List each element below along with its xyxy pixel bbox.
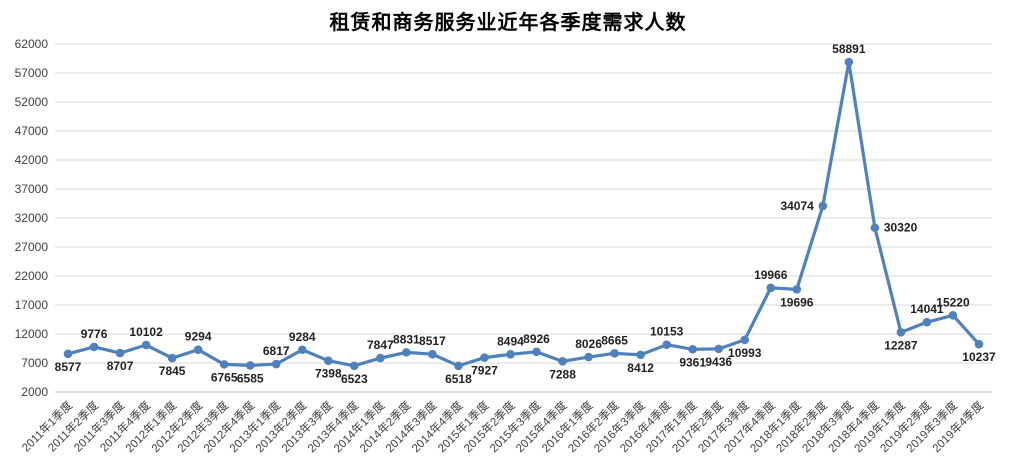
data-point-marker bbox=[818, 201, 828, 211]
y-tick-label: 37000 bbox=[15, 182, 49, 196]
data-point-marker bbox=[428, 349, 437, 359]
data-point-label: 9436 bbox=[705, 355, 732, 369]
y-tick-label: 17000 bbox=[15, 298, 49, 312]
y-tick-label: 52000 bbox=[15, 95, 49, 109]
data-point-marker bbox=[89, 342, 99, 352]
data-point-label: 7927 bbox=[471, 364, 498, 378]
data-point-label: 9284 bbox=[289, 330, 316, 344]
y-tick-label: 12000 bbox=[15, 327, 49, 341]
data-point-label: 9361 bbox=[679, 355, 706, 369]
data-point-label: 34074 bbox=[780, 199, 814, 213]
data-point-label: 19696 bbox=[780, 295, 814, 309]
data-point-marker bbox=[844, 57, 854, 67]
y-tick-label: 57000 bbox=[15, 66, 49, 80]
data-point-marker bbox=[896, 328, 906, 337]
y-tick-label: 22000 bbox=[15, 269, 49, 283]
data-point-marker bbox=[922, 317, 932, 327]
data-point-marker bbox=[792, 285, 802, 294]
data-point-marker bbox=[766, 283, 776, 293]
data-point-marker bbox=[662, 340, 671, 350]
data-point-marker bbox=[219, 360, 229, 369]
data-point-label: 8517 bbox=[419, 334, 446, 348]
data-point-marker bbox=[558, 357, 567, 366]
data-point-label: 19966 bbox=[754, 268, 788, 282]
data-point-label: 8494 bbox=[497, 334, 524, 348]
data-point-label: 14041 bbox=[910, 302, 944, 316]
data-point-marker bbox=[584, 352, 593, 362]
y-tick-label: 47000 bbox=[15, 124, 49, 138]
data-point-label: 10153 bbox=[650, 325, 684, 339]
data-point-label: 8412 bbox=[627, 361, 654, 375]
data-point-label: 6817 bbox=[263, 344, 290, 358]
data-point-marker bbox=[376, 353, 385, 363]
data-point-label: 58891 bbox=[832, 42, 866, 56]
data-point-marker bbox=[948, 311, 958, 320]
data-point-marker bbox=[740, 335, 750, 345]
data-point-marker bbox=[636, 350, 645, 360]
data-point-label: 8577 bbox=[55, 360, 82, 374]
data-point-label: 8831 bbox=[393, 332, 420, 346]
data-point-marker bbox=[167, 353, 177, 363]
data-point-label: 12287 bbox=[884, 338, 918, 352]
data-point-label: 9776 bbox=[81, 327, 108, 341]
data-point-marker bbox=[480, 353, 489, 362]
data-point-label: 6765 bbox=[211, 370, 238, 384]
data-point-label: 8707 bbox=[107, 359, 134, 373]
data-point-label: 6518 bbox=[445, 372, 472, 386]
y-tick-label: 27000 bbox=[15, 240, 49, 254]
data-point-marker bbox=[63, 349, 73, 359]
y-tick-label: 62000 bbox=[15, 37, 49, 51]
data-point-marker bbox=[193, 345, 203, 354]
data-point-label: 10102 bbox=[129, 325, 163, 339]
data-point-marker bbox=[454, 361, 463, 371]
data-point-label: 6523 bbox=[341, 372, 368, 386]
data-point-label: 8665 bbox=[601, 333, 628, 347]
data-point-label: 7398 bbox=[315, 367, 342, 381]
data-point-label: 10237 bbox=[962, 350, 996, 364]
data-point-marker bbox=[714, 344, 724, 354]
data-point-label: 9294 bbox=[185, 330, 212, 344]
data-point-marker bbox=[402, 348, 411, 357]
y-tick-label: 2000 bbox=[21, 385, 48, 399]
data-point-marker bbox=[532, 347, 541, 357]
data-point-label: 15220 bbox=[936, 295, 970, 309]
data-point-marker bbox=[350, 361, 359, 371]
data-point-marker bbox=[141, 340, 151, 350]
y-tick-label: 32000 bbox=[15, 211, 49, 225]
data-point-marker bbox=[245, 361, 255, 370]
data-point-marker bbox=[870, 223, 880, 233]
data-point-marker bbox=[610, 349, 619, 358]
data-point-label: 10993 bbox=[728, 346, 762, 360]
data-point-label: 8926 bbox=[523, 332, 550, 346]
data-point-label: 7845 bbox=[159, 364, 186, 378]
data-point-label: 6585 bbox=[237, 371, 264, 385]
data-point-marker bbox=[688, 345, 697, 354]
data-point-marker bbox=[297, 345, 307, 355]
data-point-label: 8026 bbox=[575, 337, 602, 351]
data-point-marker bbox=[271, 359, 281, 369]
data-point-label: 7847 bbox=[367, 338, 394, 352]
y-tick-label: 7000 bbox=[21, 356, 48, 370]
series-line bbox=[66, 60, 981, 368]
data-point-label: 30320 bbox=[884, 221, 918, 235]
y-tick-label: 42000 bbox=[15, 153, 49, 167]
data-point-marker bbox=[115, 348, 125, 358]
chart-title: 租赁和商务服务业近年各季度需求人数 bbox=[329, 10, 687, 34]
data-point-marker bbox=[974, 339, 984, 349]
data-point-marker bbox=[323, 356, 333, 365]
data-point-marker bbox=[506, 350, 515, 359]
data-point-label: 7288 bbox=[549, 367, 576, 381]
